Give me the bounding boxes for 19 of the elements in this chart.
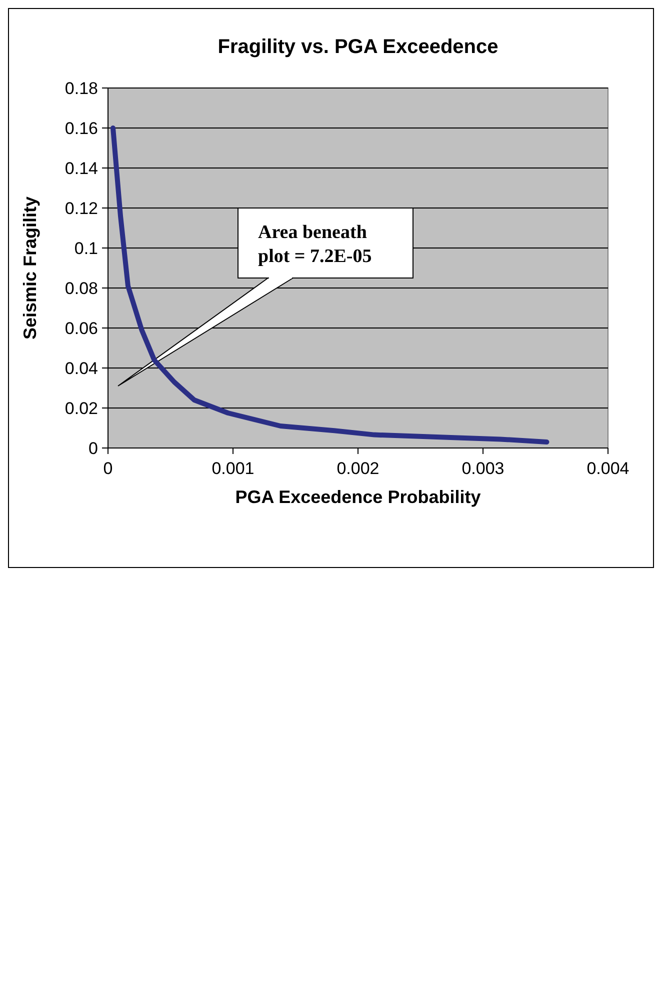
x-tick-label: 0.002 (336, 459, 380, 478)
y-tick-label: 0.18 (64, 78, 98, 98)
y-axis-title: Seismic Fragility (20, 196, 40, 340)
x-tick-label: 0.001 (212, 459, 254, 478)
x-tick-label: 0.004 (586, 459, 630, 478)
y-tick-label: 0.16 (64, 118, 98, 138)
y-tick-label: 0 (88, 438, 98, 458)
y-tick-label: 0.1 (74, 238, 98, 258)
y-tick-label: 0.02 (64, 398, 98, 418)
x-tick-label: 0.003 (462, 459, 504, 478)
y-tick-label: 0.04 (64, 358, 98, 378)
x-tick-label: 0 (103, 459, 113, 478)
annotation: Area beneath plot = 7.2E-05 (258, 222, 372, 267)
y-tick-label: 0.12 (64, 198, 98, 218)
y-tick-label: 0.06 (64, 318, 98, 338)
chart-title: Fragility vs. PGA Exceedence (218, 36, 498, 58)
y-tick-label: 0.08 (64, 278, 98, 298)
x-axis-title: PGA Exceedence Probability (235, 487, 481, 507)
y-tick-label: 0.14 (64, 158, 98, 178)
